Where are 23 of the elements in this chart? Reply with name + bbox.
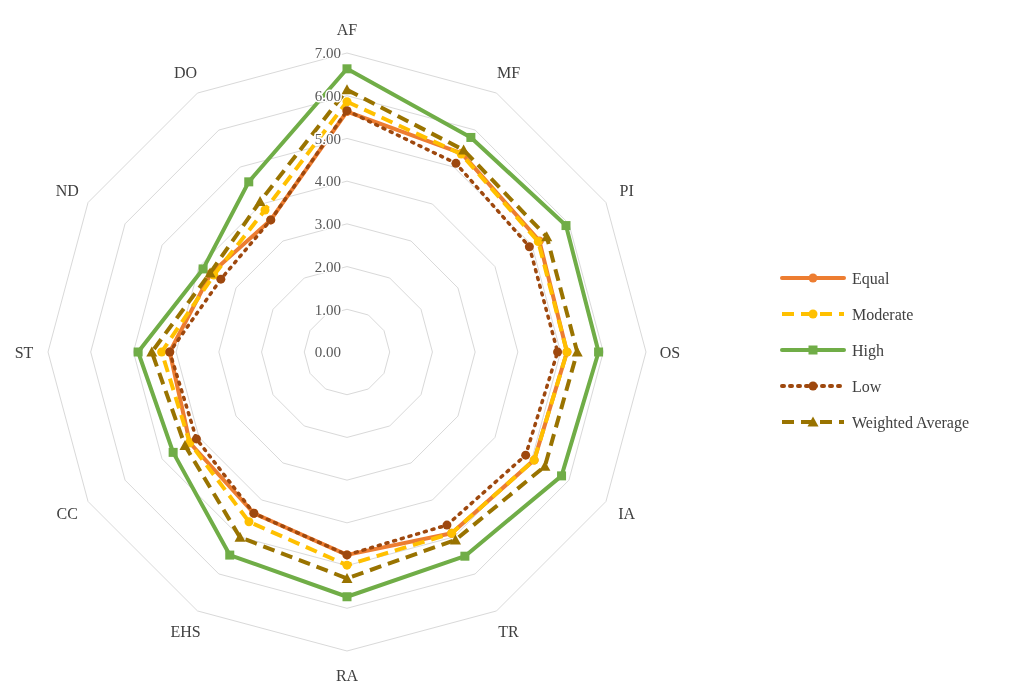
y-tick-label: 0.00 (314, 344, 341, 361)
legend-label: Weighted Average (852, 413, 970, 432)
legend-label: Low (852, 377, 882, 395)
spoke-label: ST (14, 343, 34, 361)
spoke-label: AF (336, 20, 358, 38)
legend-label: Equal (852, 269, 890, 288)
spoke-label: DO (173, 63, 198, 81)
y-tick-label: 7.00 (314, 45, 341, 62)
spoke-label: OS (659, 343, 681, 361)
spoke-label: RA (335, 666, 359, 684)
y-tick-label: 2.00 (314, 258, 341, 275)
spoke-label: MF (496, 63, 521, 81)
spoke-label: TR (498, 623, 520, 641)
y-tick-label: 4.00 (314, 173, 341, 190)
y-tick-label: 3.00 (314, 216, 341, 233)
spoke-label: CC (56, 505, 78, 523)
legend-label: Moderate (852, 305, 914, 323)
spoke-label: PI (619, 182, 634, 200)
spoke-label: IA (618, 505, 636, 523)
legend-label: High (852, 341, 884, 360)
y-tick-label: 1.00 (314, 301, 341, 318)
spoke-label: EHS (170, 623, 201, 641)
spoke-label: ND (55, 182, 79, 200)
